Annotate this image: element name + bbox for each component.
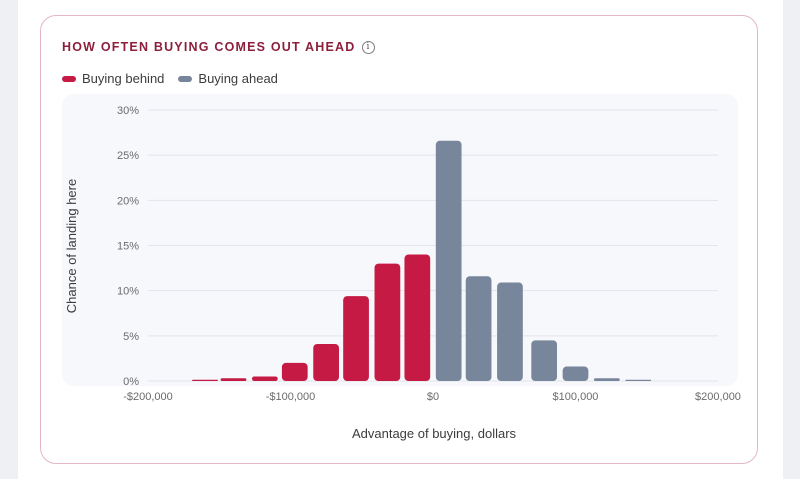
bar-ahead xyxy=(562,366,589,381)
bar-ahead xyxy=(497,282,523,381)
bar-ahead xyxy=(465,276,492,381)
legend: Buying behind Buying ahead xyxy=(62,71,292,86)
x-tick-label: -$200,000 xyxy=(123,391,173,403)
y-tick-label: 5% xyxy=(123,331,139,343)
legend-label-ahead: Buying ahead xyxy=(198,71,278,86)
y-tick-label: 0% xyxy=(123,376,139,388)
bar-behind xyxy=(313,343,339,381)
x-tick-label: $200,000 xyxy=(695,391,741,403)
legend-swatch-behind xyxy=(62,75,76,82)
legend-item-ahead[interactable]: Buying ahead xyxy=(178,71,278,86)
y-tick-label: 15% xyxy=(117,241,139,253)
bar-behind xyxy=(404,254,431,381)
bar-ahead xyxy=(625,379,652,381)
chart-title: HOW OFTEN BUYING COMES OUT AHEAD xyxy=(62,40,356,54)
x-tick-label: $0 xyxy=(427,391,439,403)
bar-behind xyxy=(281,362,308,381)
card-header: HOW OFTEN BUYING COMES OUT AHEAD i xyxy=(62,40,375,54)
bar-behind xyxy=(220,378,247,381)
x-axis-label: Advantage of buying, dollars xyxy=(352,426,517,441)
legend-item-behind[interactable]: Buying behind xyxy=(62,71,164,86)
x-tick-label: $100,000 xyxy=(553,391,599,403)
bar-ahead xyxy=(593,378,620,381)
y-tick-label: 25% xyxy=(117,150,139,162)
bar-behind xyxy=(374,263,401,381)
plot-background xyxy=(62,94,738,386)
y-axis-label: Chance of landing here xyxy=(64,179,79,313)
bar-behind xyxy=(343,296,369,381)
bar-ahead xyxy=(435,140,462,381)
y-tick-label: 30% xyxy=(117,105,139,117)
info-icon[interactable]: i xyxy=(361,40,375,54)
bar-ahead xyxy=(531,340,558,381)
legend-swatch-ahead xyxy=(178,75,193,82)
y-tick-label: 10% xyxy=(117,286,139,298)
bar-behind xyxy=(192,379,218,381)
x-tick-label: -$100,000 xyxy=(266,391,316,403)
y-tick-label: 20% xyxy=(117,195,139,207)
legend-label-behind: Buying behind xyxy=(82,71,165,86)
bar-behind xyxy=(251,376,278,381)
